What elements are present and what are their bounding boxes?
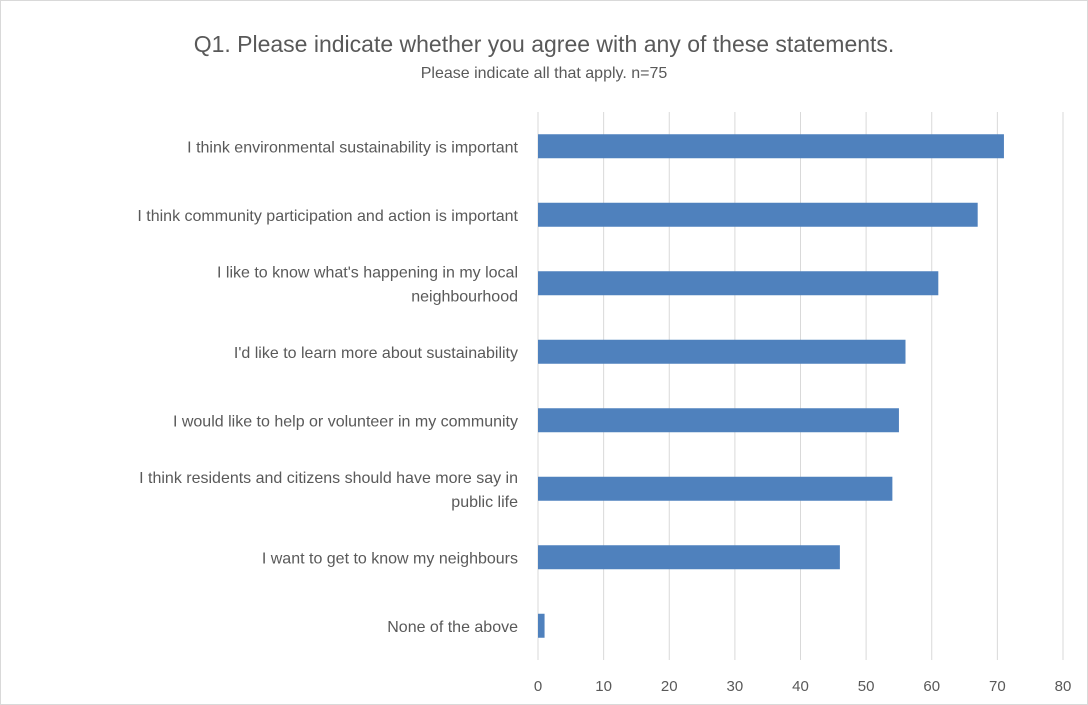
x-tick-label: 40: [792, 678, 809, 695]
bar: [538, 202, 978, 227]
x-tick-label: 30: [727, 678, 744, 695]
x-tick-label: 20: [661, 678, 678, 695]
bar: [538, 545, 840, 570]
x-tick-label: 0: [534, 678, 542, 695]
category-label: None of the above: [387, 619, 518, 636]
bar: [538, 476, 893, 501]
category-label: I think residents and citizens should ha…: [139, 470, 518, 487]
category-label: neighbourhood: [411, 288, 518, 305]
bar: [538, 134, 1004, 159]
x-tick-label: 50: [858, 678, 875, 695]
category-label: I like to know what's happening in my lo…: [217, 264, 518, 281]
category-label: I want to get to know my neighbours: [262, 550, 518, 567]
x-tick-label: 70: [989, 678, 1006, 695]
category-label: I would like to help or volunteer in my …: [173, 413, 518, 430]
chart-subtitle: Please indicate all that apply. n=75: [420, 65, 668, 82]
bar: [538, 339, 906, 364]
bar: [538, 408, 899, 433]
category-label: public life: [451, 494, 518, 511]
bar: [538, 271, 939, 296]
category-label: I think environmental sustainability is …: [187, 139, 518, 156]
x-tick-label: 80: [1055, 678, 1072, 695]
x-tick-label: 10: [595, 678, 612, 695]
x-tick-label: 60: [923, 678, 940, 695]
chart-title: Q1. Please indicate whether you agree wi…: [193, 31, 895, 57]
category-label: I'd like to learn more about sustainabil…: [234, 345, 518, 362]
category-label: I think community participation and acti…: [137, 208, 518, 225]
bar: [538, 613, 545, 638]
